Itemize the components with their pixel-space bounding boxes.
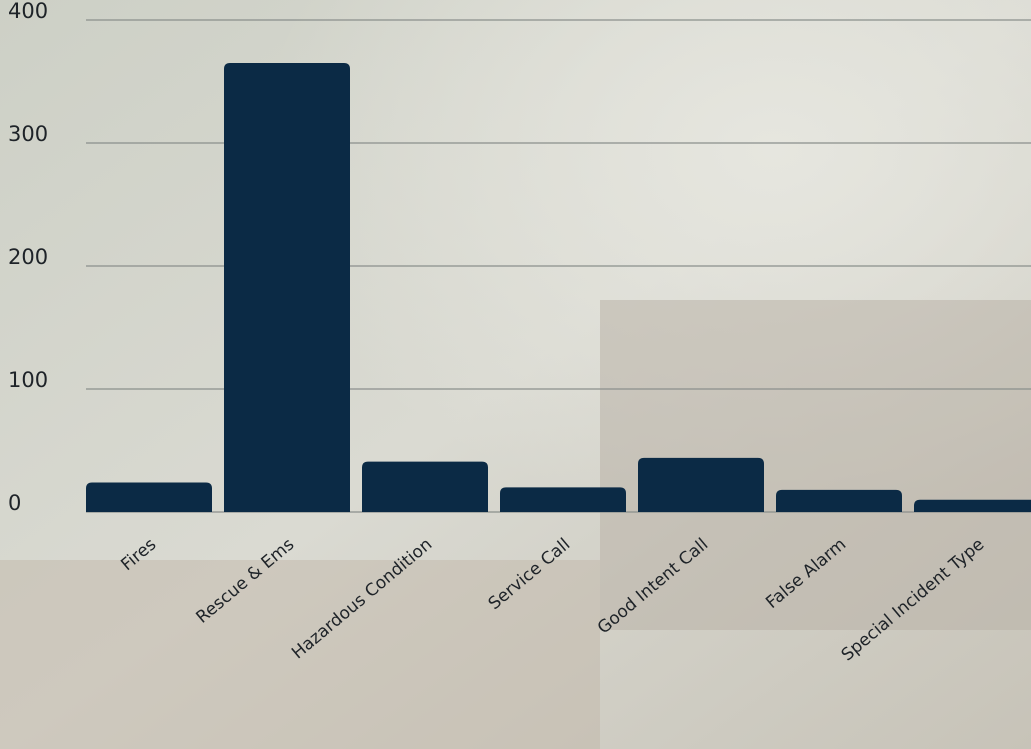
y-tick-label: 100: [8, 368, 48, 392]
chart: 0100200300400FiresRescue & EmsHazardous …: [0, 0, 1031, 749]
bar: [362, 462, 488, 512]
y-tick-label: 0: [8, 491, 21, 515]
bar: [86, 482, 212, 512]
y-tick-label: 300: [8, 122, 48, 146]
bar: [638, 458, 764, 512]
y-tick-label: 200: [8, 245, 48, 269]
bar: [776, 490, 902, 512]
y-tick-label: 400: [8, 0, 48, 23]
bar: [224, 63, 350, 512]
bar: [500, 487, 626, 512]
page: 0100200300400FiresRescue & EmsHazardous …: [0, 0, 1031, 749]
bar: [914, 500, 1031, 512]
